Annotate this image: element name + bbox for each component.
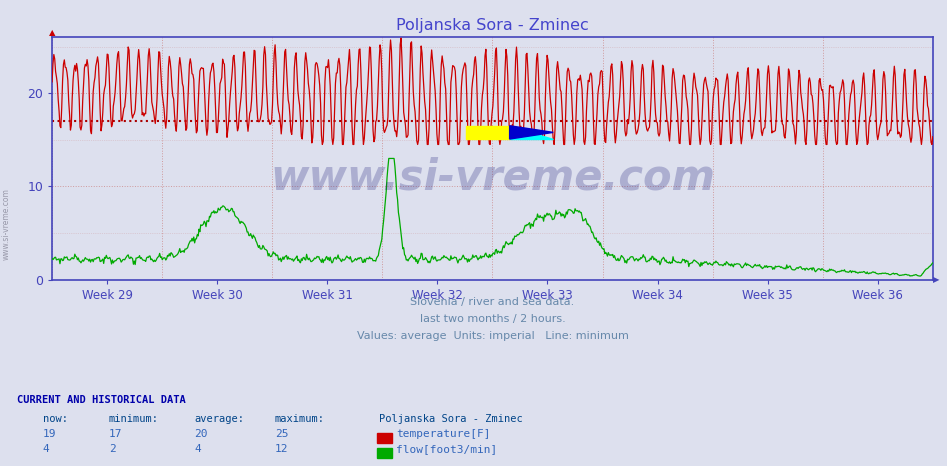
Text: last two months / 2 hours.: last two months / 2 hours. [420,314,565,324]
Text: CURRENT AND HISTORICAL DATA: CURRENT AND HISTORICAL DATA [17,395,186,405]
Text: maximum:: maximum: [275,414,325,424]
Text: 19: 19 [43,429,56,439]
Text: 4: 4 [194,444,201,454]
FancyBboxPatch shape [466,126,509,139]
Text: 25: 25 [275,429,288,439]
Text: www.si-vreme.com: www.si-vreme.com [270,157,715,199]
Text: now:: now: [43,414,67,424]
Polygon shape [509,126,553,139]
Text: Slovenia / river and sea data.: Slovenia / river and sea data. [410,297,575,307]
Text: Values: average  Units: imperial   Line: minimum: Values: average Units: imperial Line: mi… [356,331,629,341]
Text: 12: 12 [275,444,288,454]
Text: 2: 2 [109,444,116,454]
Title: Poljanska Sora - Zminec: Poljanska Sora - Zminec [396,18,589,34]
Text: average:: average: [194,414,244,424]
Text: temperature[F]: temperature[F] [396,429,491,439]
Text: Poljanska Sora - Zminec: Poljanska Sora - Zminec [379,414,523,424]
Text: flow[foot3/min]: flow[foot3/min] [396,444,497,454]
Text: 4: 4 [43,444,49,454]
Text: ▶: ▶ [933,275,939,284]
Text: 20: 20 [194,429,207,439]
Text: 17: 17 [109,429,122,439]
Polygon shape [509,126,553,139]
Text: minimum:: minimum: [109,414,159,424]
Text: www.si-vreme.com: www.si-vreme.com [2,188,11,260]
Text: ▲: ▲ [49,28,55,37]
